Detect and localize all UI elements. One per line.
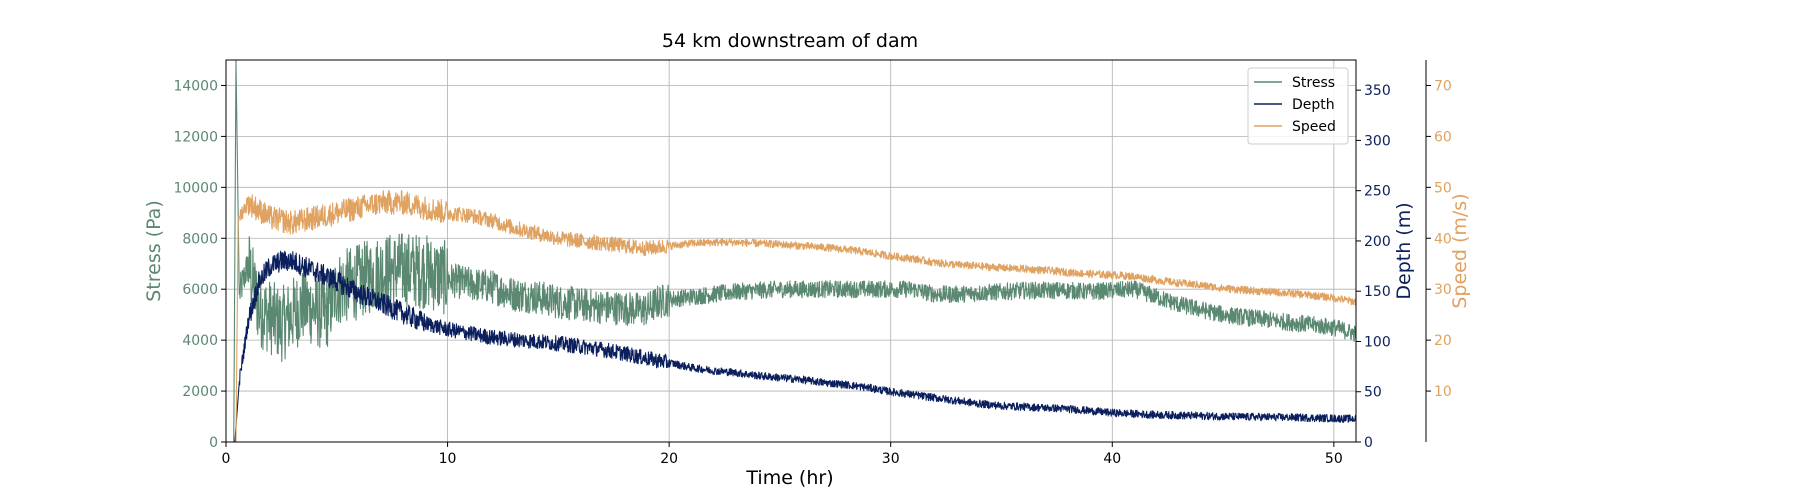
- stress-tick-label: 0: [209, 435, 218, 451]
- speed-tick-label: 40: [1434, 231, 1452, 247]
- depth-tick-label: 350: [1364, 83, 1391, 99]
- stress-tick-label: 6000: [182, 282, 218, 298]
- depth-tick-label: 0: [1364, 435, 1373, 451]
- speed-tick-label: 20: [1434, 333, 1452, 349]
- speed-axis-title: Speed (m/s): [1449, 193, 1471, 308]
- stress-tick-label: 2000: [182, 384, 218, 400]
- x-tick-label: 40: [1103, 451, 1121, 467]
- depth-axis-title: Depth (m): [1393, 202, 1415, 299]
- legend-label-speed: Speed: [1292, 119, 1336, 135]
- stress-axis-title: Stress (Pa): [143, 200, 165, 302]
- stress-tick-label: 10000: [173, 180, 218, 196]
- depth-tick-label: 50: [1364, 385, 1382, 401]
- stress-tick-label: 14000: [173, 78, 218, 94]
- depth-tick-label: 150: [1364, 284, 1391, 300]
- speed-tick-label: 10: [1434, 384, 1452, 400]
- speed-tick-label: 70: [1434, 78, 1452, 94]
- x-axis-title: Time (hr): [745, 467, 833, 489]
- x-tick-label: 50: [1325, 451, 1343, 467]
- depth-tick-label: 200: [1364, 234, 1391, 250]
- x-tick-label: 30: [882, 451, 900, 467]
- legend: Stress Depth Speed: [1247, 67, 1349, 145]
- speed-tick-label: 60: [1434, 129, 1452, 145]
- series-line-speed: [235, 190, 1357, 443]
- labels-layer: 0 10 20 30 40 5002000400060008000100001200014…: [143, 78, 1471, 467]
- legend-box: [1247, 67, 1349, 145]
- axes-layer: [221, 59, 1431, 447]
- depth-tick-label: 300: [1364, 133, 1391, 149]
- x-tick-label: 0: [222, 451, 231, 467]
- depth-tick-label: 250: [1364, 184, 1391, 200]
- legend-label-depth: Depth: [1292, 97, 1335, 113]
- depth-tick-label: 100: [1364, 334, 1391, 350]
- legend-label-stress: Stress: [1292, 75, 1335, 91]
- speed-tick-label: 50: [1434, 180, 1452, 196]
- stress-tick-label: 4000: [182, 333, 218, 349]
- chart-title: 54 km downstream of dam: [662, 30, 918, 52]
- stress-tick-label: 12000: [173, 129, 218, 145]
- x-tick-label: 10: [439, 451, 457, 467]
- plot-frame: [225, 59, 1357, 443]
- stress-tick-label: 8000: [182, 231, 218, 247]
- series-line-depth: [234, 250, 1357, 443]
- series-layer: [233, 59, 1357, 443]
- x-tick-label: 20: [660, 451, 678, 467]
- speed-tick-label: 30: [1434, 282, 1452, 298]
- series-line-stress: [233, 59, 1357, 443]
